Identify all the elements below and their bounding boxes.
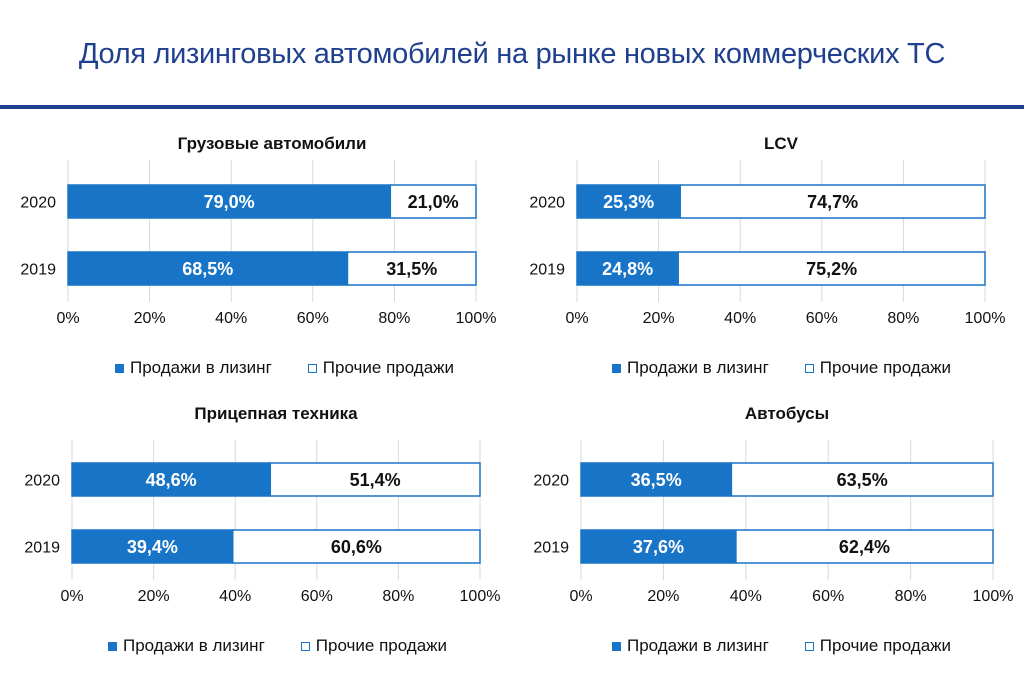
data-label-lease: 79,0% xyxy=(204,192,255,212)
bar-other xyxy=(679,184,986,219)
title-divider xyxy=(0,105,1024,109)
legend-label-other: Прочие продажи xyxy=(315,636,448,655)
x-tick-label: 60% xyxy=(301,588,333,605)
x-tick-label: 0% xyxy=(56,310,79,327)
legend-label-other: Прочие продажи xyxy=(322,358,455,377)
data-label-other: 75,2% xyxy=(806,259,857,279)
x-tick-label: 20% xyxy=(134,310,166,327)
x-tick-label: 100% xyxy=(965,310,1006,327)
x-tick-label: 60% xyxy=(297,310,329,327)
chart-buses: 0% 20% 40% 60% 80% 100% 2020 36,5% 63,5% 2019 37,6… xyxy=(533,440,1014,605)
data-label-other: 21,0% xyxy=(408,192,459,212)
x-tick-label: 20% xyxy=(643,310,675,327)
page-title: Доля лизинговых автомобилей на рынке нов… xyxy=(78,38,946,70)
x-tick-label: 20% xyxy=(647,588,679,605)
chart-trucks: 0% 20% 40% 60% 80% 100% 2020 79,0% 21,0% 2019 68,5… xyxy=(20,160,497,327)
chart-title-buses: Автобусы xyxy=(744,404,830,423)
bar-lease xyxy=(67,184,392,219)
legend-swatch-other xyxy=(804,641,814,651)
x-tick-label: 40% xyxy=(730,588,762,605)
legend-lcv: Продажи в лизинг Прочие продажи xyxy=(612,358,951,378)
data-label-lease: 36,5% xyxy=(631,470,682,490)
data-label-other: 74,7% xyxy=(807,192,858,212)
chart-title-trailers: Прицепная техника xyxy=(194,404,358,423)
x-tick-label: 80% xyxy=(887,310,919,327)
x-tick-label: 100% xyxy=(973,588,1014,605)
legend-trailers: Продажи в лизинг Прочие продажи xyxy=(108,636,447,656)
chart-lcv: 0% 20% 40% 60% 80% 100% 2020 25,3% 74,7% 2019 24,8… xyxy=(529,160,1006,327)
bar-other xyxy=(346,251,477,286)
legend-label-lease: Продажи в лизинг xyxy=(130,358,272,377)
bar-other xyxy=(730,462,994,497)
legend-trucks: Продажи в лизинг Прочие продажи xyxy=(115,358,454,378)
x-tick-label: 100% xyxy=(460,588,501,605)
legend-swatch-lease xyxy=(612,641,621,651)
y-category-label: 2020 xyxy=(20,195,56,212)
data-label-lease: 37,6% xyxy=(633,537,684,557)
data-label-other: 31,5% xyxy=(386,259,437,279)
legend-swatch-lease xyxy=(612,363,621,373)
x-tick-label: 40% xyxy=(219,588,251,605)
bar-other xyxy=(735,529,994,564)
data-label-other: 60,6% xyxy=(331,537,382,557)
legend-swatch-lease xyxy=(108,641,117,651)
x-tick-label: 0% xyxy=(60,588,83,605)
x-tick-label: 40% xyxy=(215,310,247,327)
data-label-other: 62,4% xyxy=(839,537,890,557)
data-label-lease: 68,5% xyxy=(182,259,233,279)
bar-other xyxy=(677,251,986,286)
y-category-label: 2019 xyxy=(529,262,565,279)
x-tick-label: 0% xyxy=(565,310,588,327)
x-tick-label: 60% xyxy=(812,588,844,605)
bar-lease xyxy=(576,251,679,286)
y-category-label: 2019 xyxy=(533,540,569,557)
y-category-label: 2020 xyxy=(24,473,60,490)
data-label-lease: 39,4% xyxy=(127,537,178,557)
legend-label-other: Прочие продажи xyxy=(819,636,952,655)
data-label-other: 63,5% xyxy=(837,470,888,490)
x-tick-label: 80% xyxy=(378,310,410,327)
x-tick-label: 80% xyxy=(895,588,927,605)
y-category-label: 2020 xyxy=(529,195,565,212)
x-tick-label: 0% xyxy=(569,588,592,605)
data-label-other: 51,4% xyxy=(350,470,401,490)
legend-label-lease: Продажи в лизинг xyxy=(627,358,769,377)
legend-swatch-other xyxy=(804,363,814,373)
legend-buses: Продажи в лизинг Прочие продажи xyxy=(612,636,951,656)
bar-other xyxy=(269,462,481,497)
y-category-label: 2019 xyxy=(24,540,60,557)
x-tick-label: 60% xyxy=(806,310,838,327)
data-label-lease: 24,8% xyxy=(602,259,653,279)
bar-other xyxy=(389,184,477,219)
legend-label-other: Прочие продажи xyxy=(819,358,952,377)
bar-lease xyxy=(580,462,733,497)
chart-title-trucks: Грузовые автомобили xyxy=(177,134,367,153)
legend-swatch-lease xyxy=(115,363,124,373)
data-label-lease: 25,3% xyxy=(603,192,654,212)
x-tick-label: 20% xyxy=(138,588,170,605)
chart-trailers: 0% 20% 40% 60% 80% 100% 2020 48,6% 51,4% 2019 39,4… xyxy=(24,440,501,605)
legend-label-lease: Продажи в лизинг xyxy=(627,636,769,655)
legend-swatch-other xyxy=(300,641,310,651)
chart-title-lcv: LCV xyxy=(764,134,798,153)
x-tick-label: 100% xyxy=(456,310,497,327)
y-category-label: 2019 xyxy=(20,262,56,279)
bar-other xyxy=(232,529,481,564)
legend-swatch-other xyxy=(307,363,317,373)
data-label-lease: 48,6% xyxy=(146,470,197,490)
bar-lease xyxy=(576,184,681,219)
y-category-label: 2020 xyxy=(533,473,569,490)
legend-label-lease: Продажи в лизинг xyxy=(123,636,265,655)
bar-lease xyxy=(580,529,737,564)
x-tick-label: 40% xyxy=(724,310,756,327)
x-tick-label: 80% xyxy=(382,588,414,605)
